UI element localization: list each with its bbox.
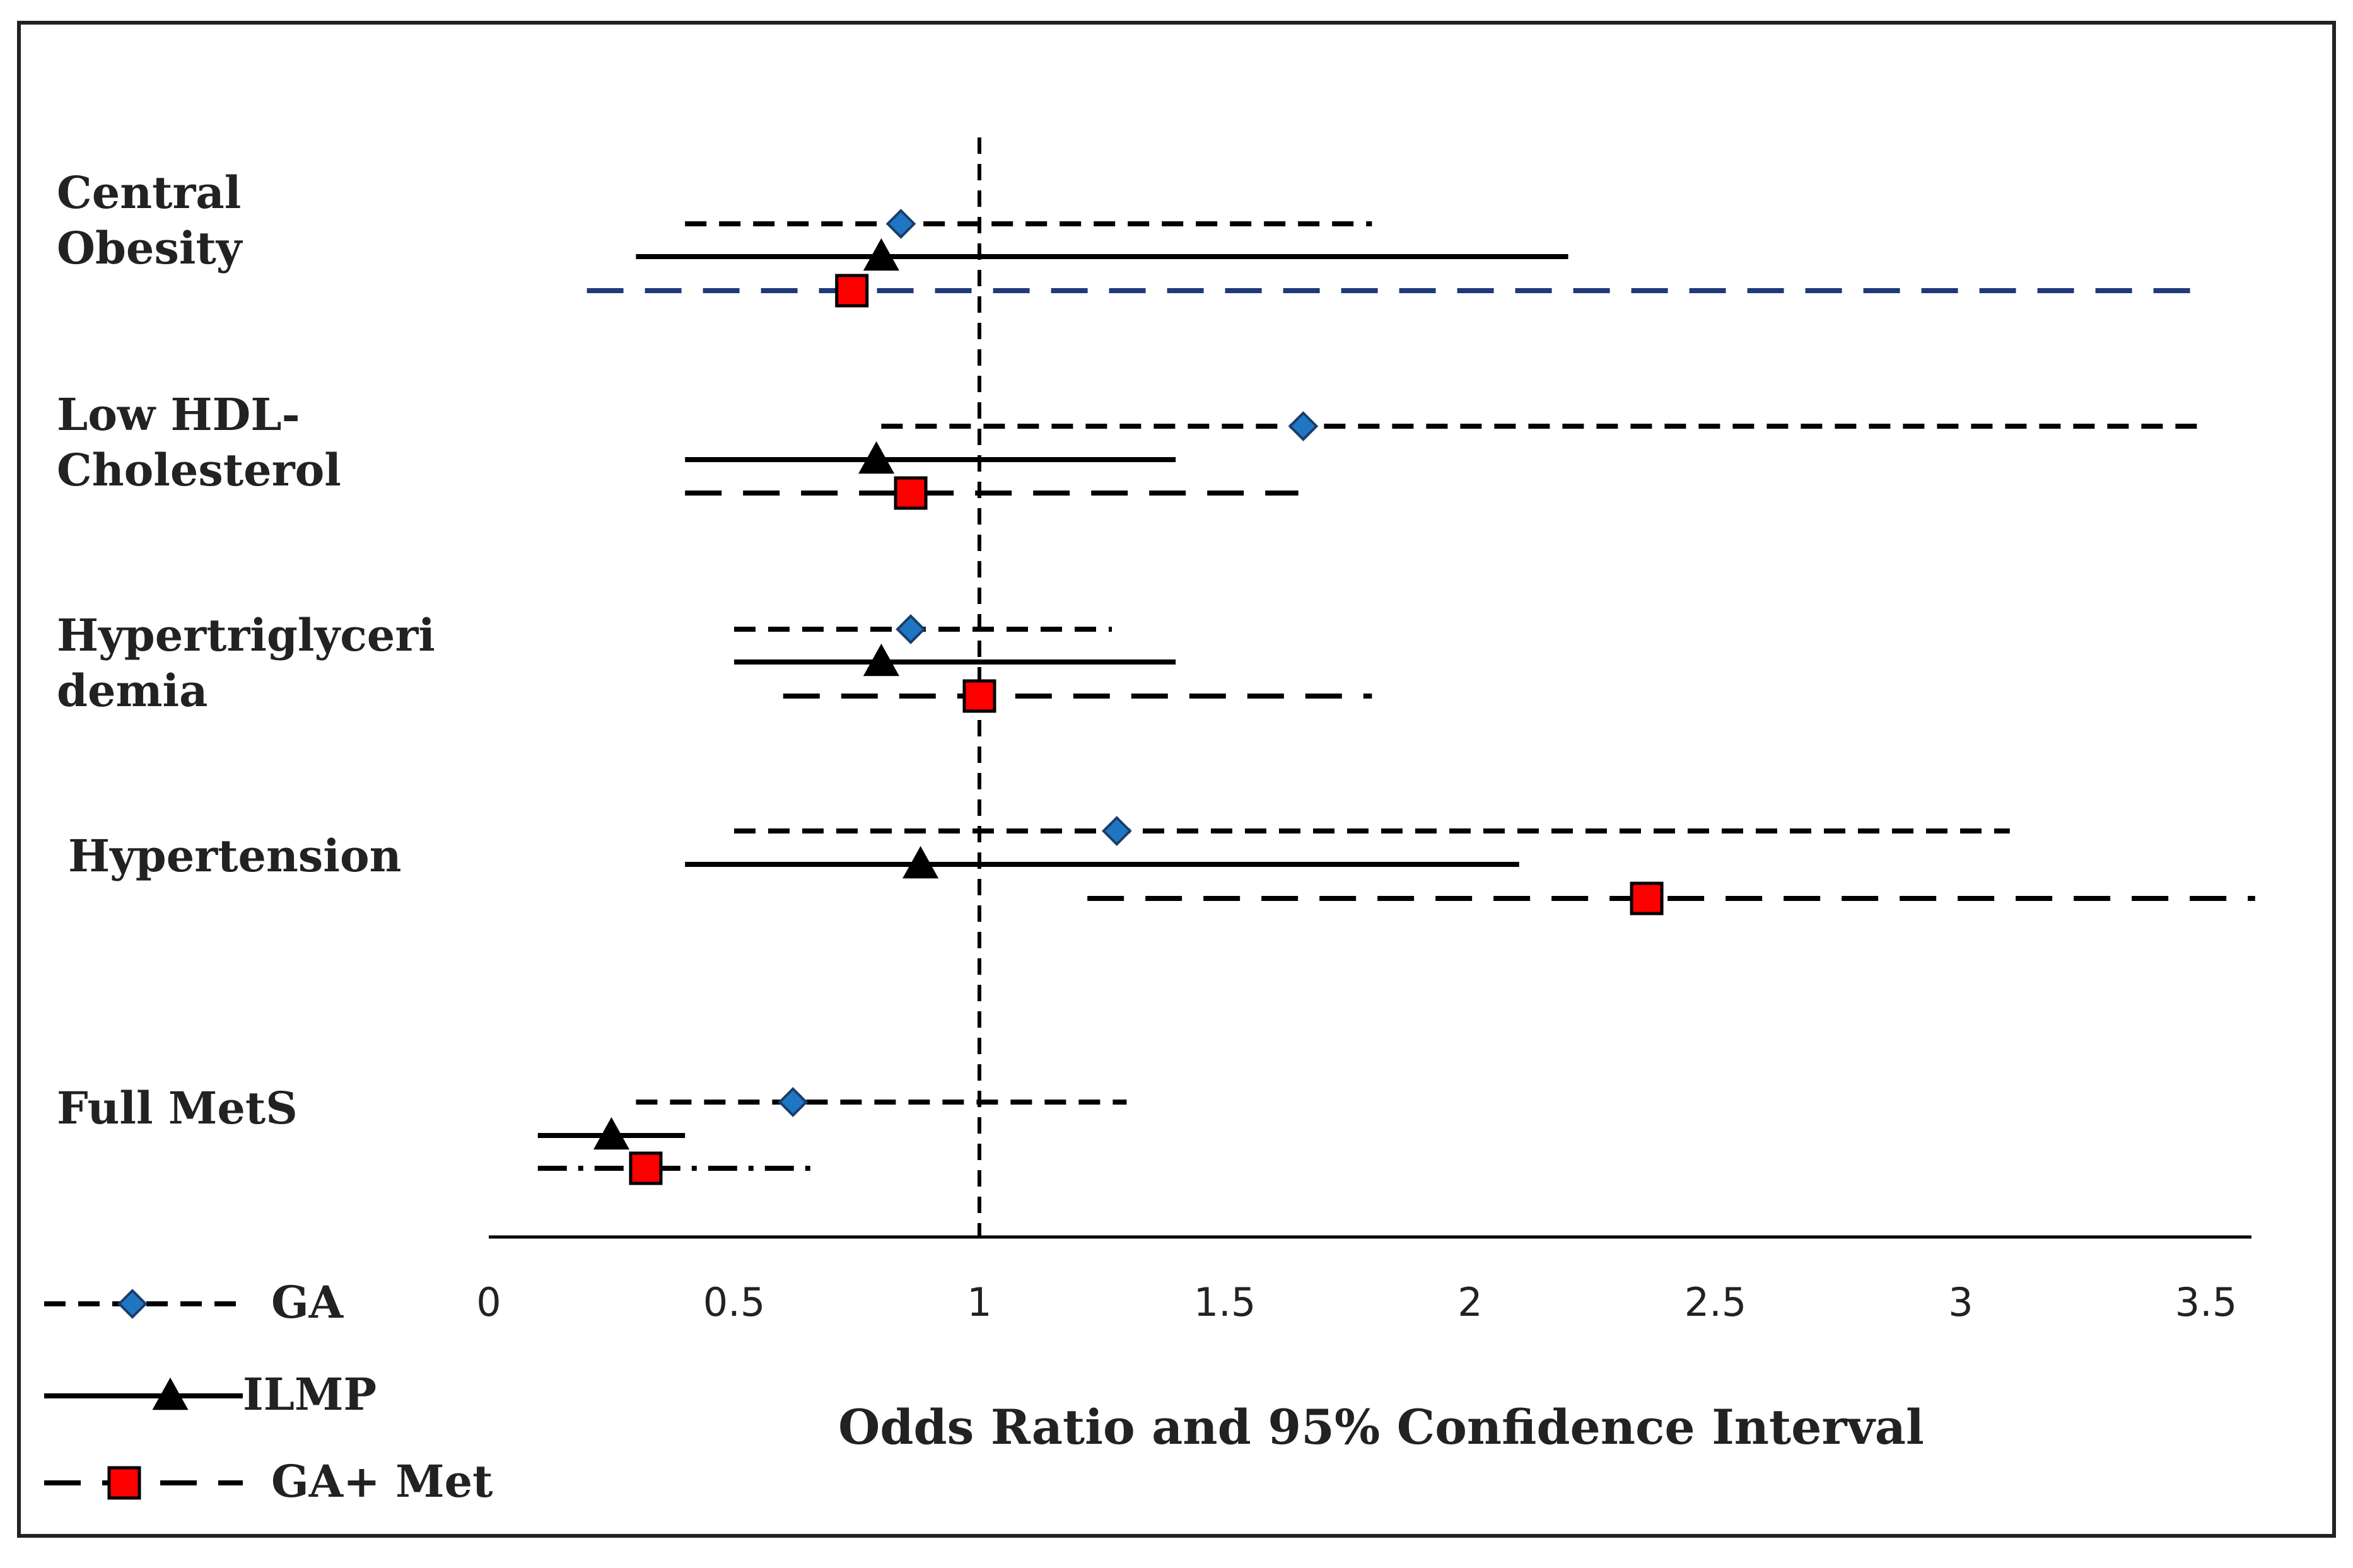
or-marker-triangle — [902, 845, 939, 879]
x-axis-title: Odds Ratio and 95% Confidence Interval — [838, 1399, 1924, 1455]
or-marker-square — [1630, 881, 1664, 915]
or-marker-triangle — [593, 1117, 630, 1150]
x-tick-label: 3.5 — [2175, 1279, 2238, 1325]
or-marker-diamond — [778, 1087, 809, 1117]
or-marker-diamond — [885, 209, 916, 239]
category-label: Obesity — [57, 222, 243, 274]
x-tick-label: 3 — [1948, 1279, 1973, 1325]
or-marker-diamond — [896, 614, 926, 644]
or-marker-square — [629, 1151, 663, 1185]
legend-marker-square — [107, 1466, 141, 1500]
legend-marker-triangle — [152, 1377, 189, 1410]
or-marker-triangle — [858, 441, 895, 474]
category-label: Cholesterol — [57, 444, 341, 496]
legend-label: ILMP — [243, 1368, 377, 1420]
legend: GA ILMP GA+ Met — [44, 1276, 493, 1507]
legend-label: GA+ Met — [271, 1455, 493, 1507]
x-tick-label: 1 — [967, 1279, 991, 1325]
legend-label: GA — [271, 1276, 344, 1328]
series-layer — [537, 209, 2255, 1185]
x-tick-label: 1.5 — [1194, 1279, 1256, 1325]
or-marker-square — [962, 679, 996, 713]
x-tick-label: 2 — [1457, 1279, 1482, 1325]
category-label: demia — [57, 665, 208, 717]
or-marker-square — [835, 274, 869, 308]
category-label: Full MetS — [57, 1082, 298, 1134]
x-tick-label: 2.5 — [1684, 1279, 1747, 1325]
or-marker-diamond — [1102, 816, 1132, 846]
x-tick-label: 0 — [476, 1279, 501, 1325]
category-label: Hypertension — [68, 830, 402, 882]
category-label: Low HDL- — [57, 388, 300, 441]
x-axis: 0 0.5 1 1.5 2 2.5 3 3.5 Odds Ratio and 95% Confi… — [476, 1235, 2251, 1455]
plot-frame — [17, 21, 2336, 1538]
or-marker-diamond — [1288, 411, 1319, 441]
category-label: Central — [57, 166, 241, 219]
category-label: Hypertriglyceri — [57, 609, 435, 661]
or-marker-triangle — [863, 238, 899, 271]
or-marker-triangle — [863, 643, 899, 677]
x-tick-label: 0.5 — [703, 1279, 766, 1325]
or-marker-square — [894, 476, 928, 510]
legend-marker-diamond — [117, 1289, 148, 1319]
